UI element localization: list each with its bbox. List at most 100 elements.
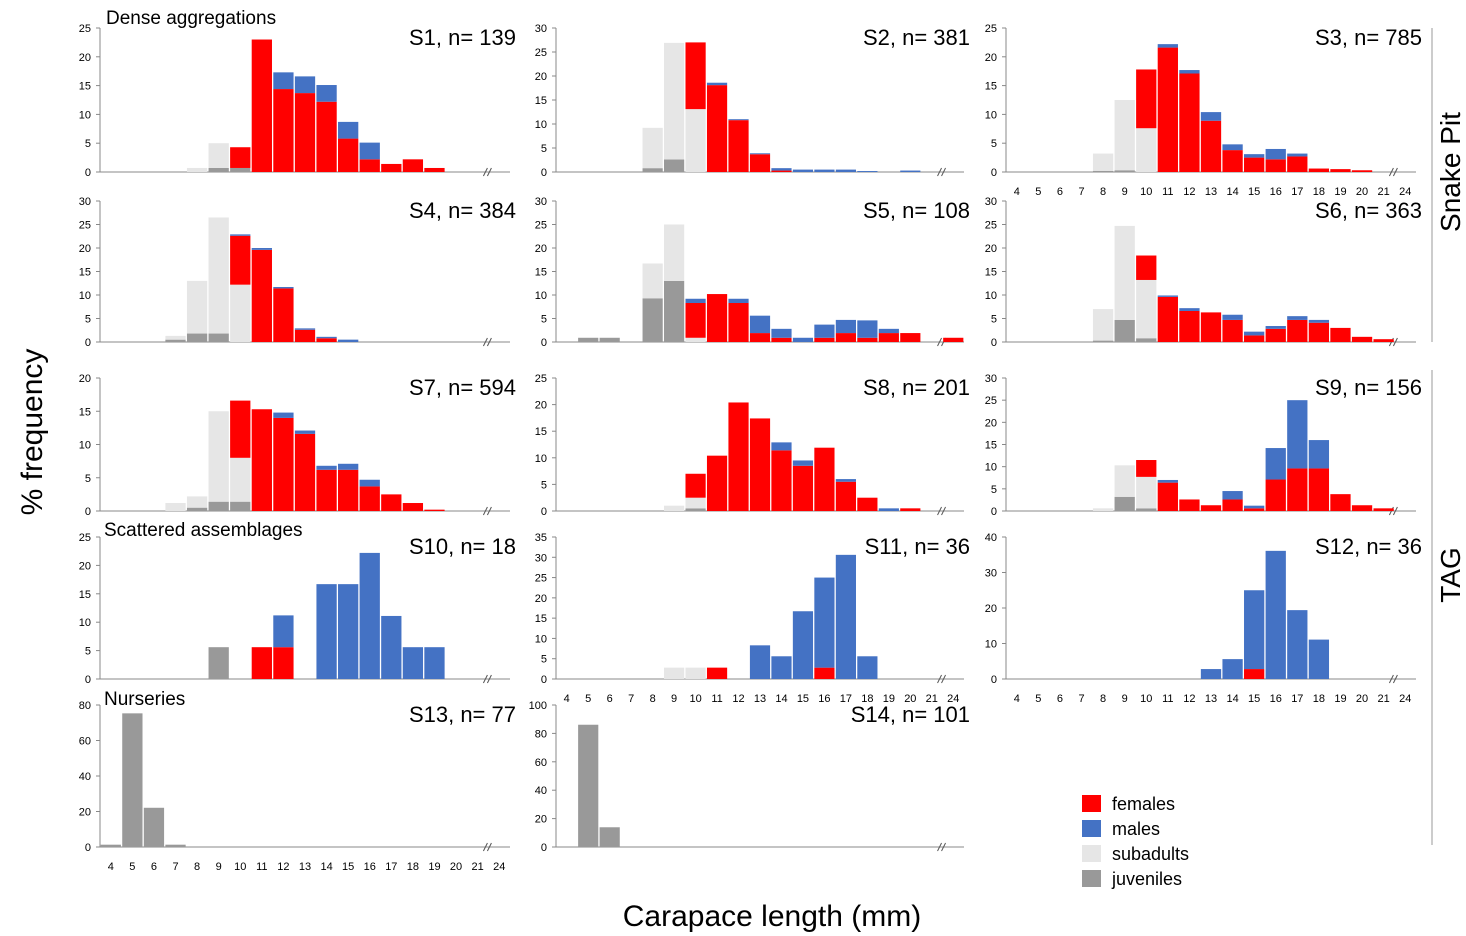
bar-subadults <box>186 280 208 334</box>
y-tick-label: 10 <box>535 453 547 465</box>
x-tick-label: 17 <box>840 693 852 705</box>
y-tick-label: 0 <box>85 167 91 179</box>
bar-females <box>359 159 380 172</box>
bar-females <box>835 481 856 511</box>
bar-females <box>402 503 424 511</box>
bar-males <box>316 336 337 339</box>
x-tick-label: 15 <box>342 861 354 873</box>
bar-juveniles <box>1114 170 1135 172</box>
bar-males <box>792 169 814 172</box>
panel-label: S7, n= 594 <box>409 375 516 400</box>
bar-females <box>1157 47 1178 172</box>
x-tick-label: 15 <box>1248 693 1260 705</box>
x-tick-label: 4 <box>564 693 570 705</box>
bar-juveniles <box>1136 508 1157 511</box>
bar-males <box>1265 448 1286 480</box>
x-tick-label: 19 <box>883 693 895 705</box>
bar-females <box>1330 494 1351 511</box>
x-tick-label: 19 <box>1334 186 1346 198</box>
x-tick-label: 21 <box>926 693 938 705</box>
x-tick-label: 9 <box>216 861 222 873</box>
x-tick-label: 21 <box>1378 693 1390 705</box>
y-tick-label: 35 <box>535 532 547 544</box>
bar-females <box>230 400 251 458</box>
bar-females <box>316 338 337 342</box>
x-tick-label: 5 <box>129 861 135 873</box>
bar-subadults <box>1114 465 1135 497</box>
bar-females <box>1244 157 1265 172</box>
x-tick-label: 15 <box>1248 186 1260 198</box>
axis-break-stroke <box>486 842 492 852</box>
y-tick-label: 20 <box>79 560 91 572</box>
bar-males <box>857 320 878 338</box>
x-tick-label: 6 <box>151 861 157 873</box>
y-tick-label: 5 <box>85 138 91 150</box>
x-tick-label: 7 <box>628 693 634 705</box>
bar-females <box>402 159 424 172</box>
axis-break-stroke <box>486 506 492 516</box>
bar-females <box>900 508 921 511</box>
bar-females <box>316 101 337 172</box>
bar-females <box>1244 508 1265 511</box>
x-tick-label: 17 <box>385 861 397 873</box>
bar-males <box>792 337 814 342</box>
bar-juveniles <box>599 337 620 342</box>
bar-males <box>359 479 380 487</box>
y-tick-label: 20 <box>535 243 547 255</box>
y-tick-label: 100 <box>529 700 547 712</box>
bar-subadults <box>1136 476 1157 509</box>
bar-subadults <box>642 263 663 299</box>
bar-subadults <box>208 217 229 334</box>
panel-label: S1, n= 139 <box>409 25 516 50</box>
y-tick-label: 0 <box>541 674 547 686</box>
panel-label: S4, n= 384 <box>409 198 516 223</box>
bar-juveniles <box>186 507 208 512</box>
bar-males <box>251 248 272 250</box>
y-tick-label: 10 <box>79 440 91 452</box>
bar-males <box>316 584 337 679</box>
axis-break-stroke <box>486 674 492 684</box>
bar-subadults <box>1092 309 1114 341</box>
y-tick-label: 30 <box>985 568 997 580</box>
bar-females <box>1265 328 1286 342</box>
y-tick-label: 20 <box>535 400 547 412</box>
x-tick-label: 5 <box>1035 693 1041 705</box>
y-tick-label: 20 <box>985 243 997 255</box>
x-tick-label: 21 <box>472 861 484 873</box>
bar-females <box>1179 499 1200 511</box>
x-tick-label: 16 <box>818 693 830 705</box>
bar-females <box>251 647 272 679</box>
bar-males <box>273 615 294 648</box>
y-tick-label: 40 <box>79 771 91 783</box>
axis-break-stroke <box>937 337 942 347</box>
bar-juveniles <box>122 713 143 847</box>
y-tick-label: 0 <box>541 842 547 854</box>
y-tick-label: 15 <box>535 426 547 438</box>
bar-males <box>900 170 921 172</box>
bar-females <box>251 409 272 511</box>
bar-juveniles <box>664 159 685 172</box>
panel-s7: 0 5 10 15 20 S7, n= 594 <box>79 373 516 518</box>
bar-males <box>749 153 771 155</box>
legend-label-subadults: subadults <box>1112 844 1189 864</box>
y-tick-label: 30 <box>535 552 547 564</box>
bar-females <box>1136 255 1157 280</box>
bar-males <box>1157 479 1178 483</box>
bar-females <box>1373 508 1394 511</box>
bar-females <box>943 337 964 342</box>
bar-males <box>814 169 835 172</box>
bar-subadults <box>230 457 251 502</box>
x-tick-label: 20 <box>1356 186 1368 198</box>
y-tick-label: 25 <box>79 220 91 232</box>
y-tick-label: 5 <box>541 314 547 326</box>
x-tick-label: 20 <box>450 861 462 873</box>
y-tick-label: 10 <box>79 617 91 629</box>
bar-females <box>1351 336 1373 342</box>
y-tick-label: 30 <box>985 373 997 385</box>
y-tick-label: 30 <box>79 196 91 208</box>
bar-females <box>706 85 728 172</box>
bar-females <box>424 167 445 172</box>
panel-label: S3, n= 785 <box>1315 25 1422 50</box>
axis-break-mark <box>937 674 946 684</box>
bar-subadults <box>1136 279 1157 339</box>
